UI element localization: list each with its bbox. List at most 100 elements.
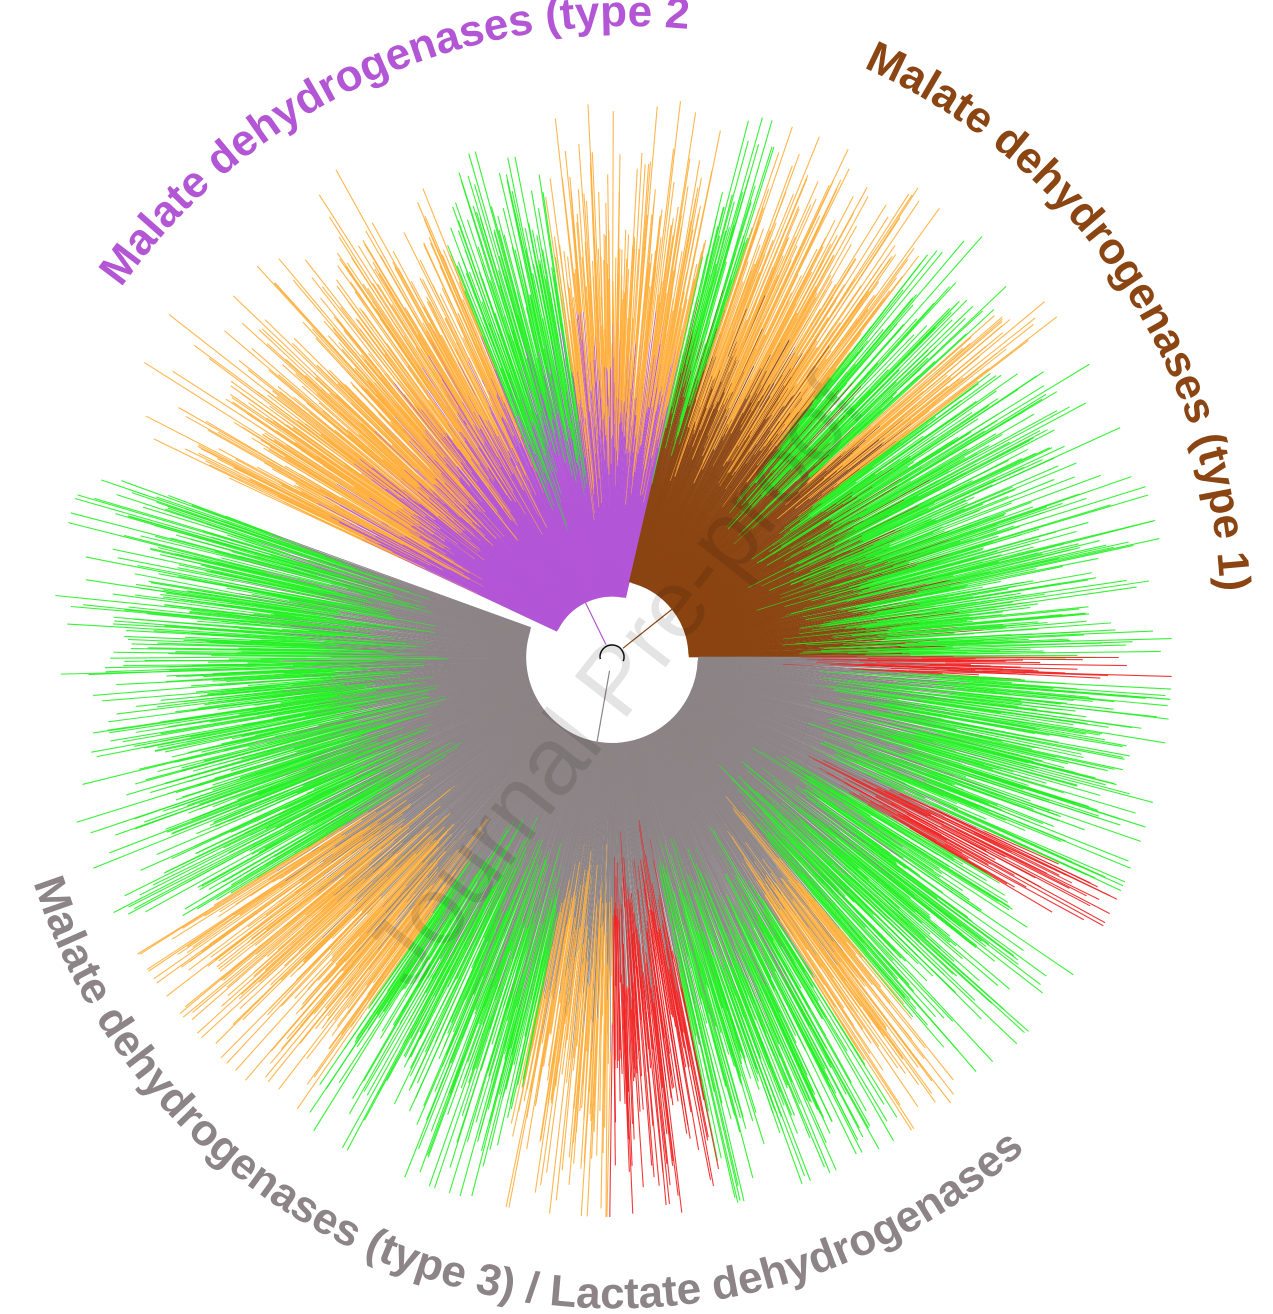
leaf-tip: [626, 887, 639, 1029]
leaf-tip: [918, 733, 1076, 774]
leaf-tip: [511, 908, 549, 1056]
leaf-tip: [337, 265, 427, 390]
branch: [668, 721, 769, 834]
leaf-tip: [532, 896, 557, 1003]
root-node: [599, 644, 625, 662]
leaf-tip: [761, 440, 812, 496]
leaf-tip: [901, 731, 1029, 764]
leaf-tip: [732, 807, 872, 978]
leaf-tip: [622, 317, 629, 432]
leaf-tip: [886, 526, 943, 551]
leaf-tip: [568, 1032, 583, 1185]
leaf-tip: [613, 856, 616, 927]
leaf-tip: [959, 586, 1137, 613]
leaf-tip: [692, 880, 737, 996]
leaf-tip: [783, 317, 829, 386]
clade-stem: [596, 670, 611, 743]
leaf-tip: [735, 898, 826, 1070]
branch: [697, 664, 956, 687]
leaf-tip: [934, 783, 1129, 862]
leaf-tip: [853, 721, 1034, 769]
leaf-tip: [532, 273, 568, 441]
leaf-tip: [886, 703, 1036, 729]
branch: [582, 311, 608, 597]
branch: [665, 724, 789, 881]
leaf-tip: [808, 903, 926, 1049]
leaf-tip: [852, 532, 934, 565]
leaf-tip: [685, 207, 724, 365]
sector-orange: [635, 126, 940, 597]
leaf-tip: [320, 433, 395, 490]
leaf-tip: [516, 843, 562, 1008]
leaf-tip: [530, 933, 547, 1001]
leaf-tip: [674, 281, 744, 477]
leaf-tip: [482, 863, 539, 1025]
leaf-tip: [751, 887, 806, 973]
leaf-tip: [731, 965, 793, 1116]
leaf-tip: [506, 180, 548, 368]
leaf-tip: [542, 317, 567, 429]
leaf-tip: [428, 987, 500, 1187]
leaf-tip: [844, 478, 1055, 565]
leaf-tip: [860, 456, 966, 518]
leaf-tip: [865, 506, 1034, 568]
leaf-tip: [680, 972, 710, 1112]
leaf-tip: [742, 454, 821, 532]
leaf-tip: [583, 193, 596, 346]
leaf-tip: [726, 830, 765, 886]
leaf-tip: [756, 823, 868, 951]
leaf-tip: [384, 353, 448, 436]
leaf-tip: [144, 362, 338, 485]
leaf-tip: [394, 267, 475, 412]
branch: [693, 683, 905, 752]
leaf-tip: [832, 941, 913, 1040]
leaf-tip: [919, 601, 996, 615]
branch: [428, 355, 581, 606]
branch: [698, 657, 868, 659]
leaf-tip: [920, 588, 1009, 605]
leaf-tip: [750, 327, 792, 403]
branch: [564, 742, 600, 976]
leaf-tip: [477, 977, 523, 1142]
leaf-tip: [561, 944, 585, 1171]
leaf-tip: [387, 349, 483, 479]
leaf-tip: [682, 880, 737, 1048]
leaf-tip: [852, 597, 930, 614]
leaf-tip: [794, 280, 833, 348]
leaf-tip: [209, 464, 366, 539]
leaf-tip: [476, 344, 521, 444]
leaf-tip: [949, 544, 1107, 581]
leaf-tip: [504, 989, 524, 1066]
leaf-tip: [793, 200, 920, 387]
leaf-tip: [596, 921, 604, 1156]
leaf-tip: [771, 247, 915, 442]
leaf-tip: [805, 786, 963, 891]
leaf-tip: [736, 136, 820, 342]
leaf-tip: [906, 753, 989, 781]
leaf-tip: [690, 226, 730, 371]
leaf-tip: [667, 279, 696, 407]
leaf-tip: [617, 154, 621, 323]
leaf-tip: [885, 705, 1069, 738]
leaf-tip: [293, 337, 437, 480]
branch: [621, 742, 652, 988]
leaf-tip: [626, 986, 634, 1124]
branch: [695, 677, 870, 721]
leaf-tip: [904, 402, 1087, 501]
leaf-tip: [825, 837, 916, 913]
leaf-tip: [525, 250, 565, 425]
leaf-tip: [723, 267, 776, 393]
leaf-tip: [961, 538, 1160, 583]
leaf-tip: [633, 912, 650, 1084]
branch: [516, 737, 582, 903]
leaf-tip: [630, 1009, 644, 1188]
branch: [686, 577, 933, 639]
leaf-tip: [619, 831, 626, 908]
leaf-tip: [905, 634, 1084, 645]
leaf-tip: [686, 874, 758, 1070]
branch: [673, 716, 823, 862]
leaf-tip: [600, 296, 606, 368]
leaf-tip: [829, 503, 984, 568]
branch: [656, 391, 801, 595]
leaf-tip: [615, 914, 619, 1061]
